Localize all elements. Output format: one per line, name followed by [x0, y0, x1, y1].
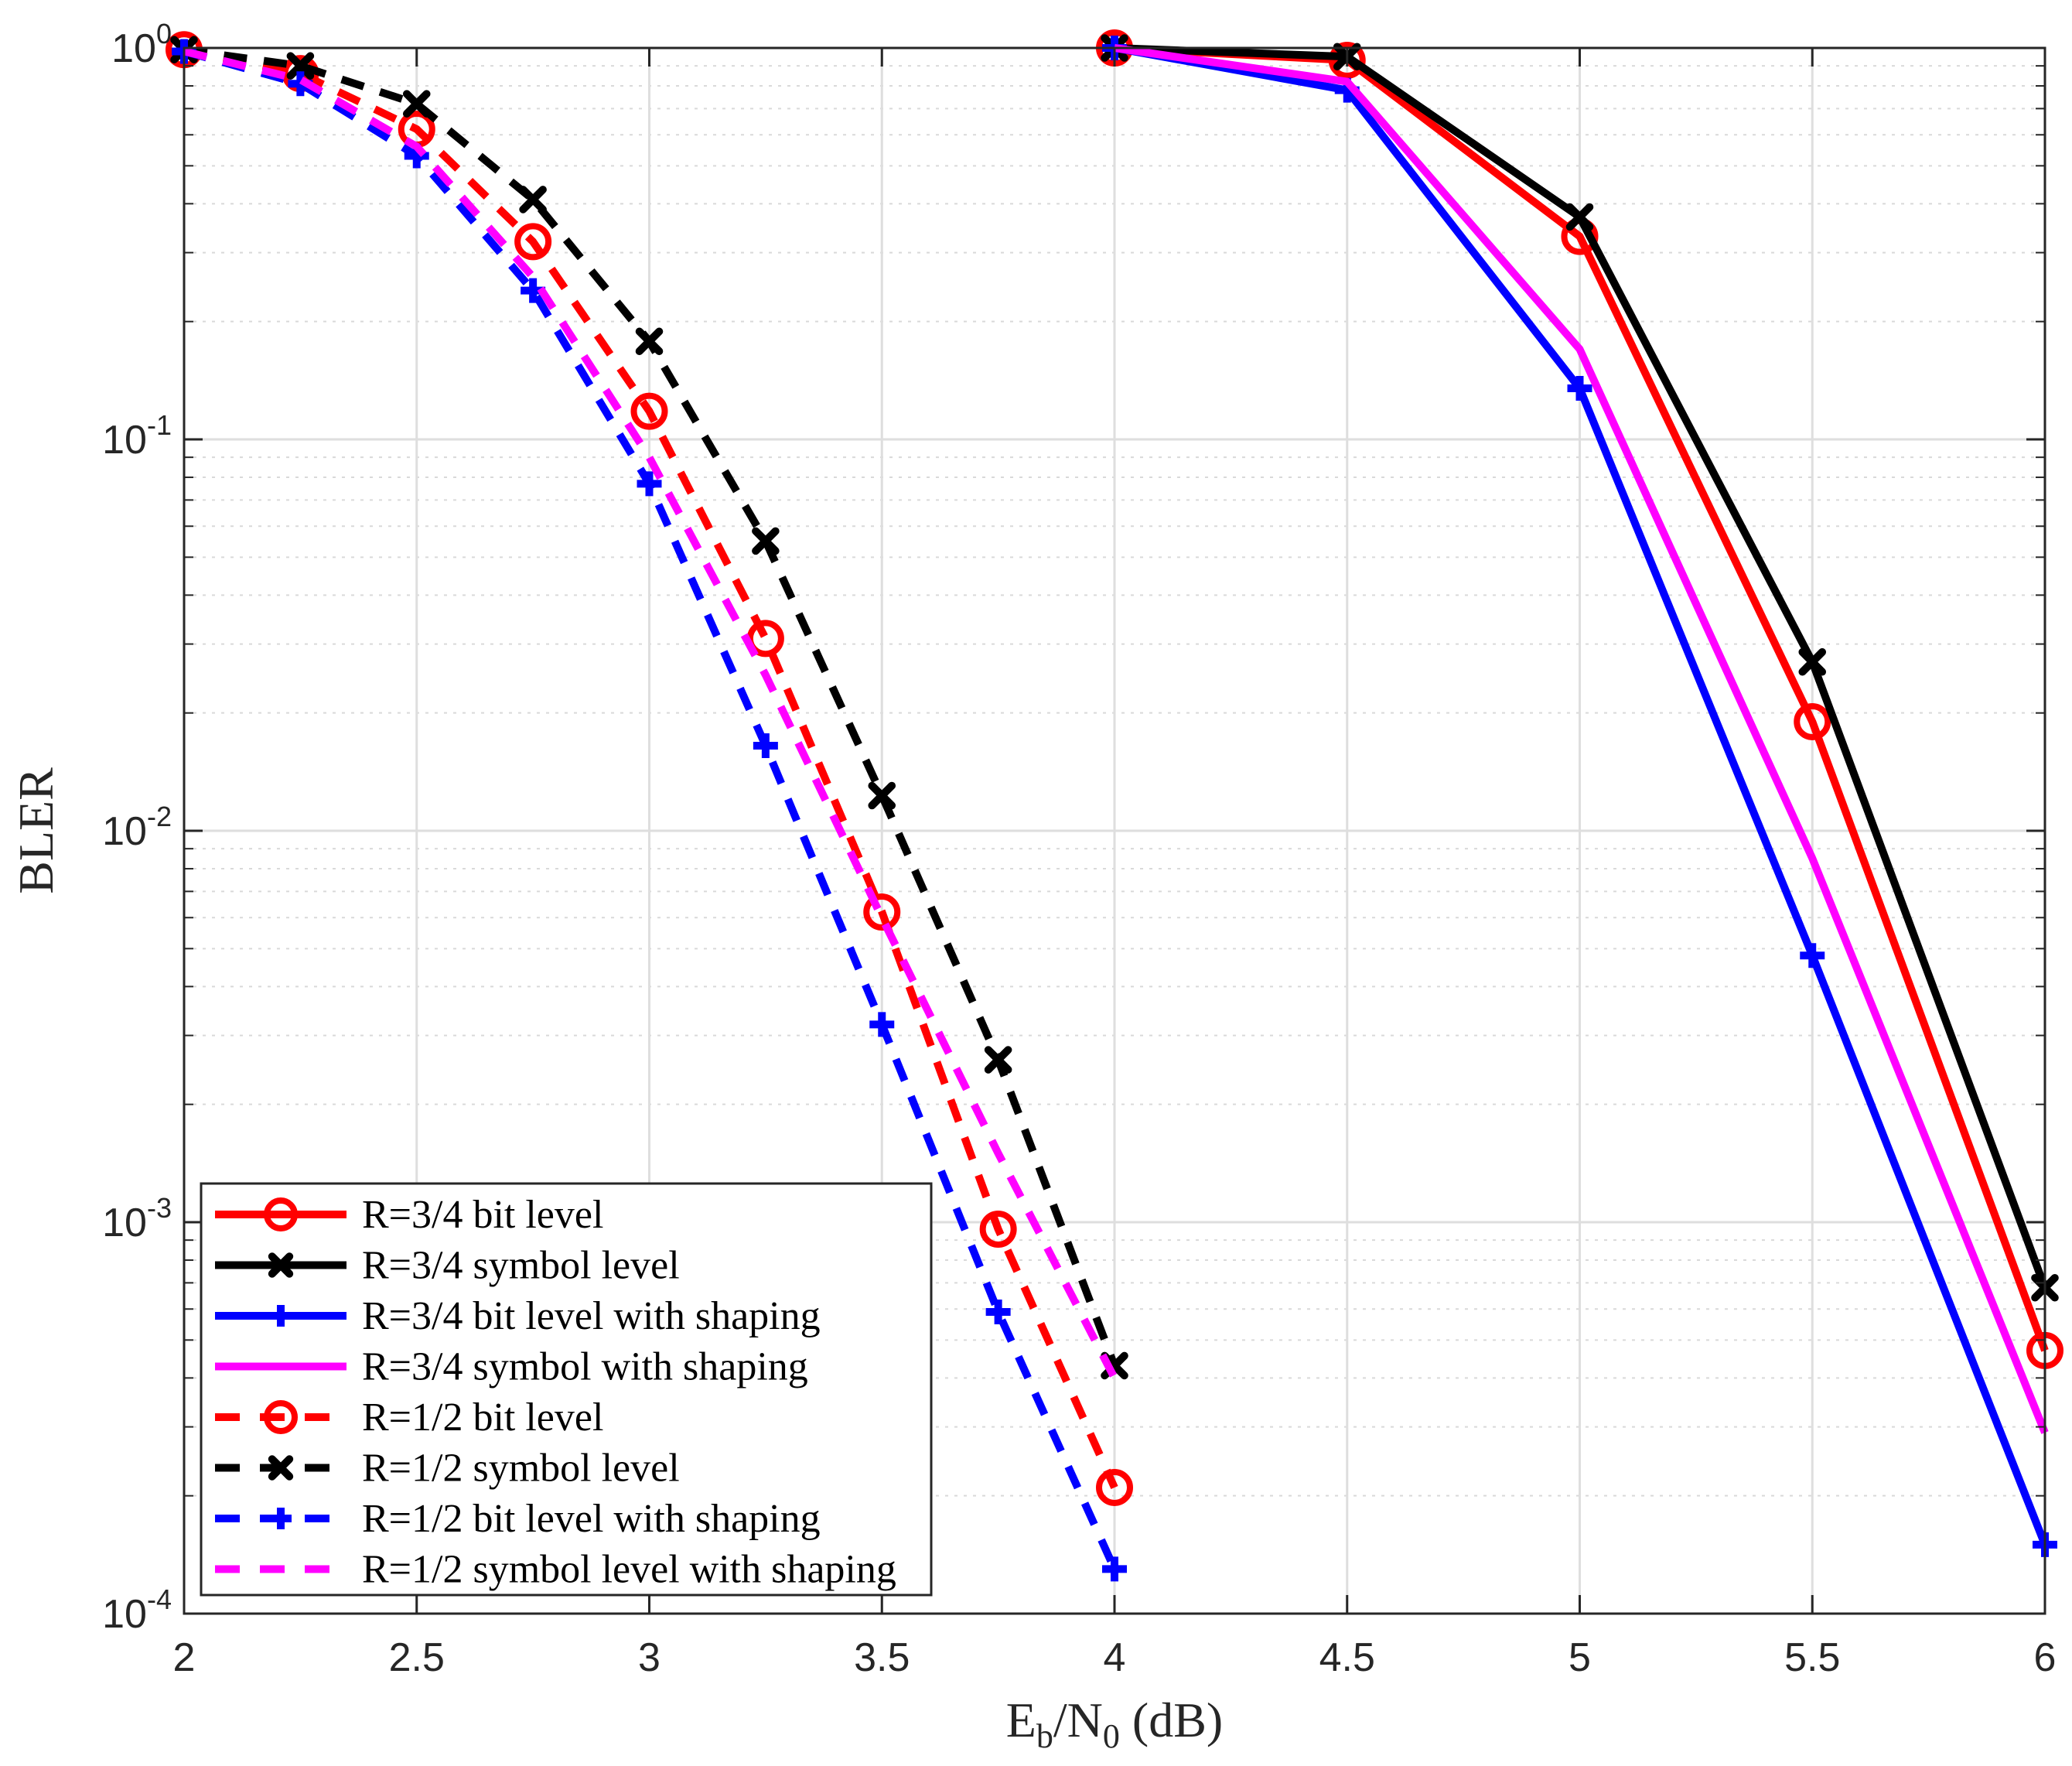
- data-point-circle: [514, 223, 552, 261]
- data-point-plus: [1800, 943, 1825, 968]
- data-point-x: [752, 527, 780, 555]
- x-tick-labels: 2 2.5 3 3.5 4 4.5 5 5.5 6: [173, 1635, 2057, 1680]
- data-point-circle: [863, 893, 901, 931]
- y-tick-label: 10-1: [102, 409, 172, 463]
- data-point-x: [868, 781, 896, 810]
- data-point-plus: [637, 471, 662, 497]
- legend-box: [200, 1182, 933, 1597]
- x-tick-label: 4.5: [1319, 1635, 1375, 1680]
- legend-label: R=1/2 symbol level with shaping: [362, 1548, 896, 1592]
- data-point-plus: [270, 1508, 292, 1529]
- data-point-x: [519, 186, 547, 213]
- series-line: [1114, 44, 2049, 1434]
- y-tick-labels: 100 10-1 10-2 10-3 10-4: [102, 18, 172, 1637]
- data-point-circle: [264, 1197, 298, 1231]
- y-axis-label: BLER: [9, 767, 63, 894]
- legend-item: R=1/2 symbol level with shaping: [215, 1548, 896, 1592]
- axis-ticks: [183, 46, 2046, 1615]
- legend-item: R=3/4 bit level with shaping: [215, 1294, 821, 1338]
- data-point-circle: [979, 1210, 1017, 1248]
- data-point-x: [1565, 203, 1594, 231]
- series-6: [170, 36, 1128, 1380]
- series-line: [183, 46, 1118, 1490]
- x-tick-label: 4: [1104, 1635, 1126, 1680]
- data-point-x: [268, 1252, 294, 1278]
- series-line: [183, 47, 1118, 1380]
- x-tick-label: 6: [2034, 1635, 2057, 1680]
- x-tick-label: 5.5: [1784, 1635, 1840, 1680]
- data-point-circle: [264, 1400, 298, 1434]
- series-8: [183, 47, 1118, 1380]
- data-point-plus: [1102, 1556, 1127, 1582]
- legend-label: R=1/2 bit level: [362, 1395, 603, 1440]
- legend: R=3/4 bit level R=3/4 symbol level R=3/4 b…: [200, 1182, 933, 1597]
- legend-item: R=1/2 bit level: [215, 1395, 603, 1440]
- legend-item: R=3/4 symbol level: [215, 1244, 680, 1288]
- y-tick-label: 10-4: [102, 1583, 172, 1637]
- data-point-plus: [753, 733, 778, 758]
- data-point-x: [286, 52, 315, 80]
- data-point-circle: [1096, 1468, 1133, 1506]
- legend-item: R=3/4 bit level: [215, 1193, 603, 1237]
- data-point-x: [1798, 647, 1827, 676]
- data-point-plus: [869, 1012, 895, 1037]
- series-layer: [166, 29, 2063, 1582]
- x-axis-label: Eb/N0 (dB): [1006, 1693, 1223, 1755]
- legend-label: R=1/2 symbol level: [362, 1447, 680, 1491]
- y-tick-label: 10-3: [102, 1192, 172, 1245]
- x-tick-label: 2: [173, 1635, 196, 1680]
- legend-label: R=3/4 bit level with shaping: [362, 1294, 821, 1338]
- legend-item: R=3/4 symbol with shaping: [215, 1345, 808, 1389]
- legend-item: R=1/2 symbol level: [215, 1447, 680, 1491]
- data-point-x: [984, 1046, 1012, 1074]
- data-point-x: [635, 327, 664, 356]
- legend-label: R=3/4 bit level: [362, 1193, 603, 1237]
- y-tick-label: 10-2: [102, 801, 172, 854]
- legend-label: R=3/4 symbol with shaping: [362, 1345, 808, 1389]
- y-tick-label: 100: [111, 18, 172, 71]
- x-tick-label: 3: [638, 1635, 661, 1680]
- data-point-circle: [630, 392, 668, 430]
- legend-label: R=3/4 symbol level: [362, 1244, 680, 1288]
- data-point-circle: [1328, 41, 1366, 79]
- data-point-plus: [270, 1305, 292, 1327]
- data-point-circle: [1794, 702, 1831, 740]
- x-tick-label: 3.5: [854, 1635, 910, 1680]
- data-point-x: [268, 1455, 294, 1481]
- data-point-plus: [985, 1299, 1011, 1324]
- legend-item: R=1/2 bit level with shaping: [215, 1497, 821, 1541]
- x-tick-label: 2.5: [389, 1635, 445, 1680]
- data-point-plus: [1567, 376, 1592, 401]
- legend-label: R=1/2 bit level with shaping: [362, 1497, 821, 1541]
- data-point-x: [402, 90, 431, 118]
- series-4: [1114, 44, 2049, 1434]
- x-tick-label: 5: [1569, 1635, 1591, 1680]
